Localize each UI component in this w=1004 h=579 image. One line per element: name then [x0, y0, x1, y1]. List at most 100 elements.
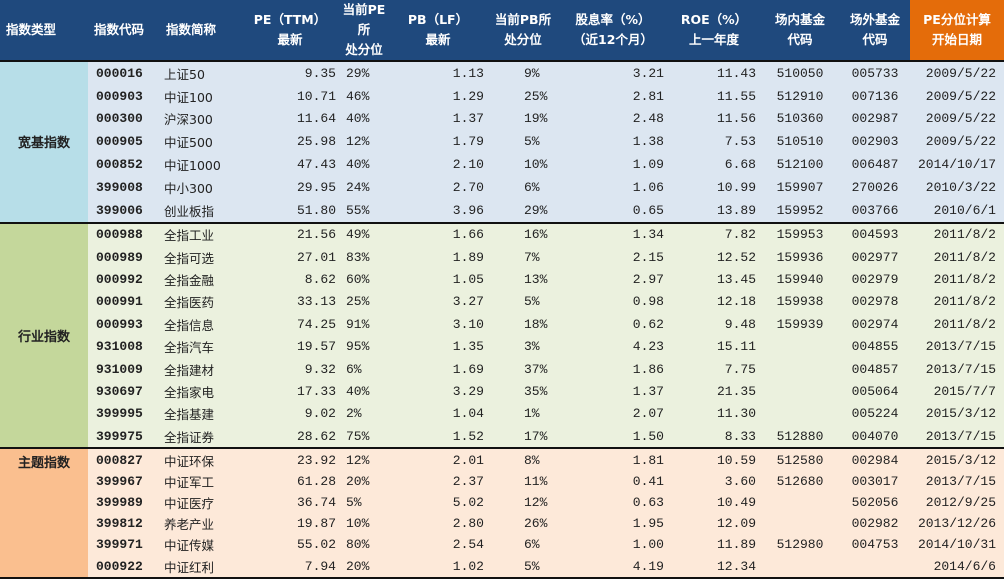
- table-row: 000300 沪深300 11.64 40% 1.37 19% 2.48 11.56 51036…: [0, 107, 1004, 131]
- pe-start-date: 2010/3/22: [910, 175, 1004, 199]
- offexchange-fund-code: 004855: [840, 335, 910, 358]
- pe-ttm: 9.02: [240, 402, 340, 426]
- roe: 13.89: [668, 198, 760, 223]
- dividend-yield: 1.06: [558, 175, 668, 199]
- onexchange-fund-code: [760, 491, 840, 514]
- dividend-yield: 0.65: [558, 198, 668, 223]
- onexchange-fund-code: 159953: [760, 222, 840, 246]
- onexchange-fund-code: 510050: [760, 61, 840, 85]
- roe: 13.45: [668, 268, 760, 291]
- index-name: 全指基建: [160, 402, 240, 426]
- table-row: 主题指数 000827 中证环保 23.92 12% 2.01 8% 1.81 10.59 512…: [0, 448, 1004, 578]
- offexchange-fund-code: 003766: [840, 198, 910, 223]
- offexchange-fund-code: 004070: [840, 425, 910, 449]
- table-row: 000905 中证500 25.98 12% 1.79 5% 1.38 7.53 510510 0…: [0, 130, 1004, 154]
- dividend-yield: 1.38: [558, 130, 668, 154]
- index-code: 930697: [88, 380, 160, 403]
- index-code: 000989: [88, 245, 160, 269]
- header-col-type: 指数类型: [0, 0, 88, 61]
- pe-percentile: 20%: [340, 555, 388, 578]
- pb-percentile: 6%: [488, 175, 558, 199]
- pb-lf: 3.10: [388, 313, 488, 336]
- header-col-roe: ROE（%） 上一年度: [668, 0, 760, 61]
- pb-lf: 2.01: [388, 448, 488, 471]
- dividend-yield: 2.48: [558, 107, 668, 131]
- pb-percentile: 5%: [488, 130, 558, 154]
- dividend-yield: 1.37: [558, 380, 668, 403]
- index-name: 上证50: [160, 61, 240, 85]
- roe: 6.68: [668, 153, 760, 176]
- pe-percentile: 5%: [340, 491, 388, 514]
- index-name: 全指金融: [160, 268, 240, 291]
- offexchange-fund-code: 005733: [840, 61, 910, 85]
- roe: 11.43: [668, 61, 760, 85]
- header-label: PE分位计算: [923, 12, 991, 27]
- table-row: 行业指数 000988 全指工业 21.56 49% 1.66 16% 1.34 7.82 159…: [0, 222, 1004, 449]
- pe-percentile: 40%: [340, 380, 388, 403]
- pe-start-date: 2009/5/22: [910, 130, 1004, 154]
- index-code: 000827: [88, 448, 160, 471]
- index-code: 931009: [88, 357, 160, 381]
- index-name: 全指家电: [160, 380, 240, 403]
- table-row: 930697 全指家电 17.33 40% 3.29 35% 1.37 21.35 005064…: [0, 380, 1004, 403]
- header-label: 处分位: [504, 32, 542, 47]
- table-row: 399995 全指基建 9.02 2% 1.04 1% 2.07 11.30 005224 201…: [0, 402, 1004, 426]
- pe-start-date: 2009/5/22: [910, 84, 1004, 108]
- header-label: ROE（%）: [680, 12, 748, 27]
- dividend-yield: 1.81: [558, 448, 668, 471]
- index-name: 全指证券: [160, 425, 240, 449]
- pe-percentile: 12%: [340, 448, 388, 471]
- index-code: 000993: [88, 313, 160, 336]
- table-row: 399812 养老产业 19.87 10% 2.80 26% 1.95 12.09 002982…: [0, 513, 1004, 535]
- offexchange-fund-code: 002977: [840, 245, 910, 269]
- dividend-yield: 0.98: [558, 290, 668, 314]
- dividend-yield: 4.19: [558, 555, 668, 578]
- pb-lf: 1.52: [388, 425, 488, 449]
- pe-start-date: 2013/7/15: [910, 425, 1004, 449]
- offexchange-fund-code: 270026: [840, 175, 910, 199]
- index-code: 399006: [88, 198, 160, 223]
- pe-start-date: 2014/10/31: [910, 534, 1004, 556]
- onexchange-fund-code: 512580: [760, 448, 840, 471]
- pb-lf: 5.02: [388, 491, 488, 514]
- header-col-pe: PE（TTM） 最新: [240, 0, 340, 61]
- pe-start-date: 2013/7/15: [910, 357, 1004, 381]
- offexchange-fund-code: 004857: [840, 357, 910, 381]
- pe-ttm: 47.43: [240, 153, 340, 176]
- pe-start-date: 2011/8/2: [910, 245, 1004, 269]
- dividend-yield: 0.62: [558, 313, 668, 336]
- onexchange-fund-code: 159939: [760, 313, 840, 336]
- pb-lf: 3.29: [388, 380, 488, 403]
- roe: 11.56: [668, 107, 760, 131]
- header-col-name: 指数简称: [160, 0, 240, 61]
- index-name: 中小300: [160, 175, 240, 199]
- roe: 8.33: [668, 425, 760, 449]
- pb-percentile: 25%: [488, 84, 558, 108]
- pe-percentile: 75%: [340, 425, 388, 449]
- offexchange-fund-code: 002987: [840, 107, 910, 131]
- index-name: 中证传媒: [160, 534, 240, 556]
- pe-ttm: 27.01: [240, 245, 340, 269]
- offexchange-fund-code: [840, 555, 910, 578]
- pe-start-date: 2011/8/2: [910, 222, 1004, 246]
- dividend-yield: 4.23: [558, 335, 668, 358]
- offexchange-fund-code: 005224: [840, 402, 910, 426]
- pe-percentile: 6%: [340, 357, 388, 381]
- dividend-yield: 0.63: [558, 491, 668, 514]
- pe-ttm: 33.13: [240, 290, 340, 314]
- dividend-yield: 2.15: [558, 245, 668, 269]
- dividend-yield: 1.00: [558, 534, 668, 556]
- pe-ttm: 28.62: [240, 425, 340, 449]
- pe-start-date: 2011/8/2: [910, 268, 1004, 291]
- onexchange-fund-code: [760, 555, 840, 578]
- pb-lf: 2.10: [388, 153, 488, 176]
- onexchange-fund-code: 159940: [760, 268, 840, 291]
- pb-lf: 1.69: [388, 357, 488, 381]
- pb-lf: 1.02: [388, 555, 488, 578]
- offexchange-fund-code: 004593: [840, 222, 910, 246]
- table-row: 399967 中证军工 61.28 20% 2.37 11% 0.41 3.60 512680 0…: [0, 470, 1004, 492]
- header-label: 场内基金: [774, 12, 825, 27]
- header-label: 指数代码: [94, 22, 145, 37]
- header-label: PE（TTM）: [253, 12, 327, 27]
- index-code: 399008: [88, 175, 160, 199]
